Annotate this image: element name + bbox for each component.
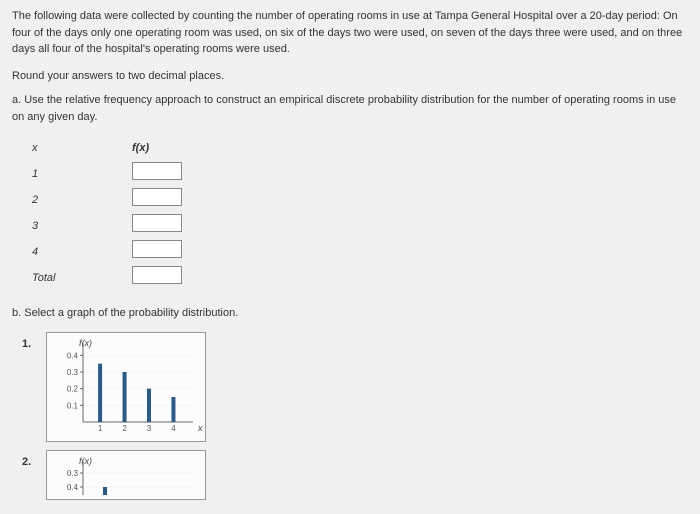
x-total-label: Total <box>32 270 132 287</box>
problem-statement: The following data were collected by cou… <box>12 8 688 58</box>
table-row: 3 <box>32 213 688 239</box>
svg-text:0.3: 0.3 <box>67 368 79 377</box>
table-row: 2 <box>32 187 688 213</box>
svg-text:1: 1 <box>98 424 103 433</box>
svg-text:2: 2 <box>122 424 127 433</box>
fx-input-total[interactable] <box>132 266 182 284</box>
svg-text:0.4: 0.4 <box>67 483 79 492</box>
fx-input-1[interactable] <box>132 162 182 180</box>
table-row: Total <box>32 265 688 291</box>
part-a-label: a. Use the relative frequency approach t… <box>12 92 688 125</box>
chart-1-container: f(x) 0.1 0.2 0.3 0.4 1 2 3 4 x <box>46 332 206 442</box>
option-number: 1. <box>22 332 46 442</box>
fx-input-3[interactable] <box>132 214 182 232</box>
fx-input-2[interactable] <box>132 188 182 206</box>
svg-text:0.4: 0.4 <box>67 351 79 360</box>
rounding-instruction: Round your answers to two decimal places… <box>12 68 688 85</box>
x-value: 3 <box>32 218 132 235</box>
svg-text:0.1: 0.1 <box>67 401 79 410</box>
table-row: 4 <box>32 239 688 265</box>
svg-text:4: 4 <box>171 424 176 433</box>
svg-text:0.3: 0.3 <box>67 469 79 478</box>
svg-text:f(x): f(x) <box>79 338 92 348</box>
part-b-label: b. Select a graph of the probability dis… <box>12 305 688 322</box>
svg-text:0.2: 0.2 <box>67 384 79 393</box>
x-value: 2 <box>32 192 132 209</box>
table-row: 1 <box>32 161 688 187</box>
x-header: x <box>32 140 132 157</box>
fx-input-4[interactable] <box>132 240 182 258</box>
svg-text:x: x <box>197 423 203 433</box>
frequency-table: x f(x) 1 2 3 4 Total <box>32 135 688 291</box>
svg-text:3: 3 <box>147 424 152 433</box>
chart-option-1[interactable]: 1. f(x) 0.1 0.2 0.3 0.4 1 2 3 4 x <box>22 332 688 442</box>
chart-1: f(x) 0.1 0.2 0.3 0.4 1 2 3 4 x <box>53 337 203 437</box>
option-number: 2. <box>22 450 46 500</box>
svg-text:f(x): f(x) <box>79 456 92 466</box>
x-value: 1 <box>32 166 132 183</box>
chart-option-2[interactable]: 2. f(x)0.3 0.4 <box>22 450 688 500</box>
chart-2: f(x)0.3 0.4 <box>53 455 203 495</box>
x-value: 4 <box>32 244 132 261</box>
chart-2-container: f(x)0.3 0.4 <box>46 450 206 500</box>
fx-header: f(x) <box>132 140 192 157</box>
